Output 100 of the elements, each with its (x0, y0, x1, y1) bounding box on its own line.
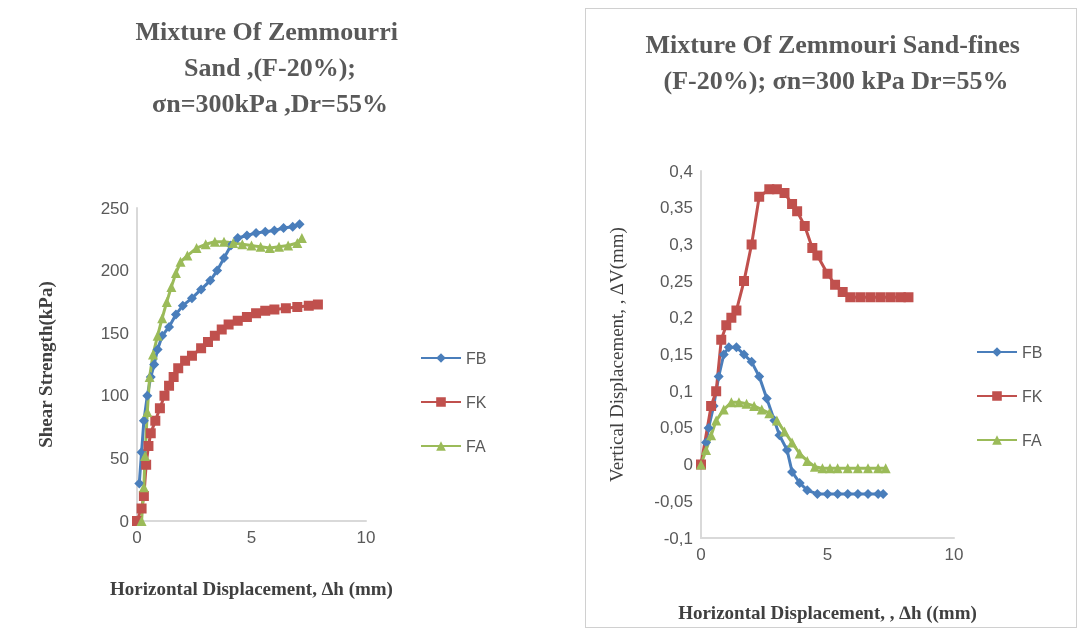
point (186, 293, 197, 304)
point (711, 415, 722, 426)
point (161, 296, 172, 307)
point (283, 240, 294, 251)
point (809, 461, 820, 472)
point (802, 485, 813, 496)
point (832, 488, 843, 499)
point (812, 488, 823, 499)
y-tick-label: 0,05 (659, 418, 693, 438)
legend-label: FK (1022, 387, 1043, 405)
point (219, 253, 230, 264)
point (136, 516, 147, 526)
point (842, 463, 853, 474)
y-tick-label: 0,35 (659, 198, 693, 218)
point (152, 330, 163, 341)
point (237, 239, 248, 250)
point (739, 349, 750, 360)
point (232, 233, 243, 244)
y-tick-label: 200 (100, 261, 129, 281)
point (852, 463, 863, 474)
point (746, 356, 757, 367)
x-tick-label: 0 (132, 528, 142, 547)
point (140, 450, 151, 461)
point (212, 265, 223, 276)
y-axis-title: Shear Strength(kPa) (35, 281, 57, 448)
point (246, 240, 257, 251)
y-tick-label: 0,4 (669, 161, 693, 181)
point (754, 371, 765, 382)
point (706, 430, 717, 441)
x-tick-label: 0 (696, 545, 706, 564)
point (273, 241, 284, 252)
legend-label: FB (1022, 343, 1043, 361)
point (175, 256, 186, 267)
x-tick-label: 5 (822, 545, 833, 564)
y-tick-label: 0,25 (659, 271, 693, 291)
x-axis-title: Horizontal Displacement, ∆h (mm) (110, 578, 393, 600)
point (157, 313, 168, 324)
y-tick-label: 150 (100, 323, 129, 343)
legend-label: FB (466, 349, 487, 367)
y-tick-label: 0,15 (659, 345, 693, 364)
x-tick-label: 10 (944, 545, 964, 564)
point (170, 309, 181, 320)
y-tick-label: 0,2 (669, 308, 693, 328)
point (166, 281, 177, 292)
point (142, 390, 153, 401)
point (756, 404, 767, 415)
point (294, 219, 305, 230)
point (149, 359, 160, 370)
point (880, 463, 891, 474)
point (134, 478, 145, 489)
point (209, 236, 220, 247)
point (761, 393, 772, 404)
point (219, 236, 230, 247)
point (260, 226, 271, 237)
y-tick-label: 0,1 (669, 381, 693, 401)
x-axis-title: Horizontal Displacement, , ∆h ((mm) (678, 602, 977, 624)
point (832, 463, 843, 474)
legend-label: FK (466, 393, 487, 411)
point (718, 404, 729, 415)
point (205, 275, 216, 286)
point (862, 463, 873, 474)
y-tick-label: 50 (110, 448, 129, 468)
point (749, 400, 760, 411)
point (152, 344, 163, 355)
x-tick-label: 5 (246, 528, 257, 547)
y-tick-label: 0,3 (669, 234, 693, 254)
point (794, 477, 805, 488)
y-tick-label: 0 (119, 511, 129, 531)
point (822, 488, 833, 499)
point (723, 342, 734, 353)
point (764, 408, 775, 419)
point (779, 426, 790, 437)
y-tick-label: 250 (100, 198, 129, 218)
point (177, 300, 188, 311)
y-axis-title: Vertical Displacement, , ∆V(mm) (606, 227, 628, 482)
point (138, 415, 149, 426)
point (148, 349, 159, 360)
chart-title: Mixture Of Zemmourri Sand ,(F-20%);σn=300kPa ,Dr=55% (135, 16, 405, 118)
point (731, 342, 742, 353)
point (825, 463, 836, 474)
point (278, 223, 289, 234)
point (787, 437, 798, 448)
legend-label: FA (466, 437, 486, 455)
point (741, 398, 752, 409)
point (794, 448, 805, 459)
point (701, 437, 712, 448)
y-tick-label: 100 (100, 386, 129, 406)
point (287, 221, 298, 232)
point (787, 466, 798, 477)
point (703, 422, 714, 433)
point (264, 243, 275, 254)
point (817, 463, 828, 474)
x-tick-label: 10 (356, 528, 376, 547)
legend-label: FA (1022, 431, 1042, 449)
point (733, 397, 744, 408)
point (196, 284, 207, 295)
point (713, 371, 724, 382)
point (701, 444, 712, 455)
point (255, 241, 266, 252)
y-tick-label: -0,1 (663, 528, 693, 548)
